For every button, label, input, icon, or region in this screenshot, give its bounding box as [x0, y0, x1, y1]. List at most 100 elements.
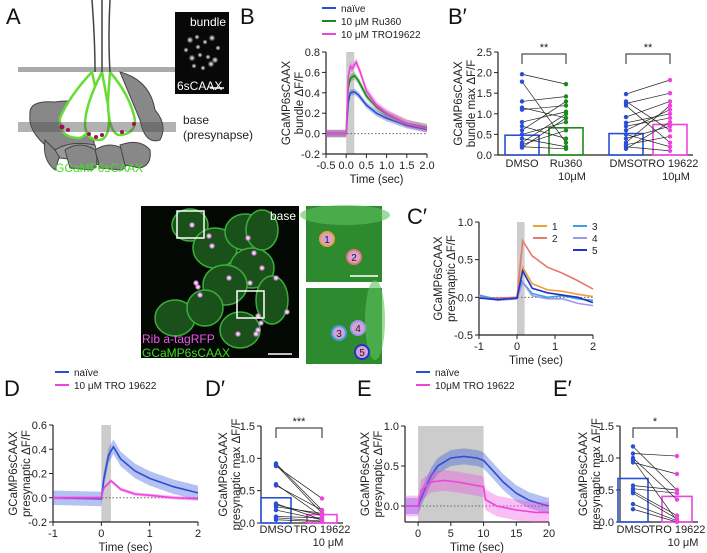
y-axis-label-line: GCaMP6sCAAX: [360, 431, 372, 516]
channel-red-label: Rib a-tagRFP: [142, 332, 215, 346]
data-point: [519, 99, 525, 104]
roi-circle-5: [354, 344, 370, 360]
x-tick-label: 10: [477, 528, 489, 540]
data-point: [273, 483, 279, 488]
y-tick-label: 2.5: [477, 47, 492, 59]
pair-line: [632, 503, 678, 522]
legend-entry: 10 μM TRO 19622: [74, 381, 157, 392]
legend-entry: naïve: [435, 368, 460, 379]
data-point: [623, 123, 629, 129]
data-point: [519, 107, 525, 112]
y-tick-label: 0.5: [240, 486, 255, 498]
y-tick-label: 1.0: [384, 421, 399, 433]
bar: [617, 477, 649, 523]
category-label: TRO 19622: [642, 158, 699, 170]
data-point: [674, 497, 680, 502]
x-tick-label: -1: [48, 528, 58, 540]
y-axis-label-line: presynaptic ΔF/F: [21, 430, 33, 517]
roi-circle-4: [350, 320, 366, 336]
pair-line: [521, 138, 567, 148]
y-tick-label: 1.5: [477, 88, 492, 100]
y-axis-label-line: bundle ΔF/F: [294, 72, 306, 135]
legend-entry: naïve: [341, 4, 366, 15]
data-point: [319, 519, 325, 524]
category-label: 10 μM: [668, 537, 699, 549]
pair-line: [275, 506, 323, 514]
data-point: [623, 103, 629, 108]
x-tick-label: 0: [514, 341, 520, 353]
stimulus-window: [101, 425, 111, 522]
y-tick-label: 0.5: [599, 485, 614, 497]
data-point: [667, 111, 673, 117]
roi-circle-2: [346, 249, 362, 265]
pair-line: [632, 459, 678, 521]
x-tick-label: 1.0: [379, 160, 394, 172]
pair-line: [632, 488, 678, 494]
data-point: [630, 483, 636, 488]
legend-entry: 10μM TRO 19622: [435, 381, 515, 392]
pair-line: [625, 101, 671, 118]
y-axis-label-line: GCaMP6sCAAX: [433, 236, 445, 321]
data-point: [563, 111, 569, 117]
data-point: [667, 115, 673, 121]
indicator-label: GCaMP6sCAAX: [55, 161, 143, 175]
data-point: [630, 491, 636, 496]
data-point: [630, 501, 636, 507]
pair-line: [521, 81, 567, 143]
x-tick-label: 0: [98, 528, 104, 540]
pair-line: [632, 492, 678, 520]
roi-label: 1: [324, 235, 330, 246]
legend-entry: 2: [552, 234, 558, 245]
data-point: [630, 451, 636, 456]
panel-label-c-prime: C′: [407, 204, 427, 229]
data-point: [273, 507, 279, 513]
x-tick-label: 0.5: [359, 160, 374, 172]
pair-line: [625, 113, 671, 124]
bundle-image-caption: 6sCAAX: [177, 79, 222, 93]
x-tick-label: 1: [147, 528, 153, 540]
chart-E: GCaMP6sCAAXpresynaptic ΔF/F0.0 0.5 1.0 0 5 10…: [360, 368, 555, 553]
chart-D: GCaMP6sCAAXpresynaptic ΔF/F-0.2 0.0 0.2 0.4…: [8, 368, 201, 553]
legend-entry: 10 μM Ru360: [341, 17, 402, 28]
pair-line: [625, 92, 671, 104]
x-tick-label: 5: [448, 528, 454, 540]
pair-line: [625, 146, 671, 152]
category-label: DMSO: [260, 524, 293, 536]
y-axis-label-line: GCaMP6sCAAX: [281, 60, 293, 145]
x-tick-label: 2: [195, 528, 201, 540]
series-line: [326, 60, 428, 135]
data-point: [674, 487, 680, 493]
data-point: [519, 132, 525, 137]
panel-label-b: B: [240, 4, 255, 29]
panel-label-e-prime: E′: [553, 376, 572, 401]
y-tick-label: 0.2: [32, 469, 47, 481]
pair-line: [625, 117, 671, 127]
legend-entry: 3: [592, 222, 598, 233]
y-axis-label-line: GCaMP6sCAAX: [8, 431, 20, 516]
pair-line: [521, 73, 567, 85]
y-tick-label: 0.0: [240, 518, 255, 530]
y-tick-label: 1.5: [599, 421, 614, 433]
data-point: [519, 136, 525, 141]
y-tick-label: -0.2: [28, 517, 47, 529]
data-point: [623, 132, 629, 137]
series-line: [405, 479, 549, 514]
data-point: [273, 517, 279, 522]
y-tick-label: 0.4: [32, 444, 47, 456]
data-point: [667, 128, 673, 133]
series-line: [53, 479, 199, 500]
y-tick-label: 0.5: [477, 129, 492, 141]
pair-line: [521, 111, 567, 123]
category-label: DMSO: [617, 524, 650, 536]
pair-line: [521, 117, 567, 148]
data-point: [563, 128, 569, 133]
category-label: 10μM: [558, 171, 586, 183]
pair-line: [625, 105, 671, 143]
x-tick-label: 20: [543, 528, 555, 540]
y-axis-label-line: GCaMP6sCAAX: [453, 61, 465, 146]
roi-label: 2: [351, 253, 357, 264]
y-tick-label: 1.0: [477, 109, 492, 121]
data-point: [319, 511, 325, 516]
data-point: [667, 148, 673, 154]
y-tick-label: 1.5: [240, 421, 255, 433]
